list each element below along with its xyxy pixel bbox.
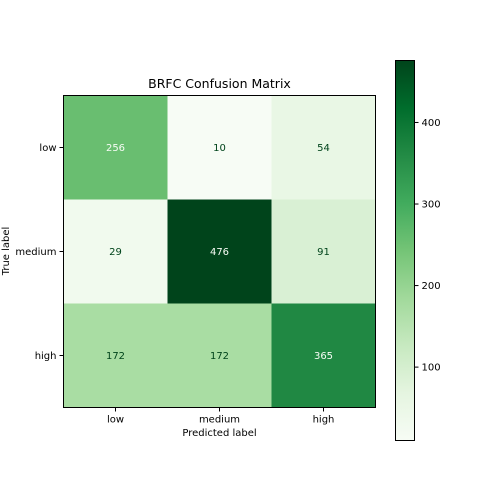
heatmap-cells: 256 10 54 29 476 91 172 172 365: [63, 95, 376, 408]
colorbar-tick-label: 300: [422, 200, 441, 211]
y-axis-ticks: low medium high: [15, 143, 64, 362]
colorbar-tick-label: 200: [422, 281, 441, 292]
heatmap-cell: [271, 303, 376, 408]
colorbar-ticks: 100 200 300 400: [414, 118, 441, 374]
x-tick-label: medium: [199, 415, 240, 426]
heatmap-cell: [63, 199, 168, 304]
heatmap-cell: [63, 303, 168, 408]
cell-value-label: 256: [106, 143, 125, 154]
cell-value-label: 365: [314, 351, 333, 362]
y-tick-label: low: [39, 143, 56, 154]
chart-title: BRFC Confusion Matrix: [148, 76, 291, 91]
heatmap-cell: [167, 95, 272, 200]
cell-value-label: 172: [210, 351, 229, 362]
x-axis-label: Predicted label: [182, 428, 256, 439]
heatmap-cell: [271, 199, 376, 304]
y-tick-label: medium: [15, 247, 56, 258]
heatmap-cell: [167, 199, 272, 304]
colorbar-tick-label: 100: [422, 363, 441, 374]
colorbar: [395, 60, 415, 441]
y-axis-label: True label: [1, 227, 12, 277]
x-axis-ticks: low medium high: [107, 407, 335, 426]
heatmap-cell: [63, 95, 168, 200]
cell-value-label: 10: [213, 143, 226, 154]
cell-value-label: 476: [210, 247, 229, 258]
cell-value-label: 172: [106, 351, 125, 362]
x-tick-label: low: [107, 415, 124, 426]
heatmap-cell: [271, 95, 376, 200]
colorbar-tick-label: 400: [422, 118, 441, 129]
heatmap-cell: [167, 303, 272, 408]
y-tick-label: high: [35, 351, 57, 362]
cell-value-label: 29: [109, 247, 122, 258]
cell-value-label: 91: [317, 247, 330, 258]
cell-value-label: 54: [317, 143, 330, 154]
x-tick-label: high: [313, 415, 335, 426]
